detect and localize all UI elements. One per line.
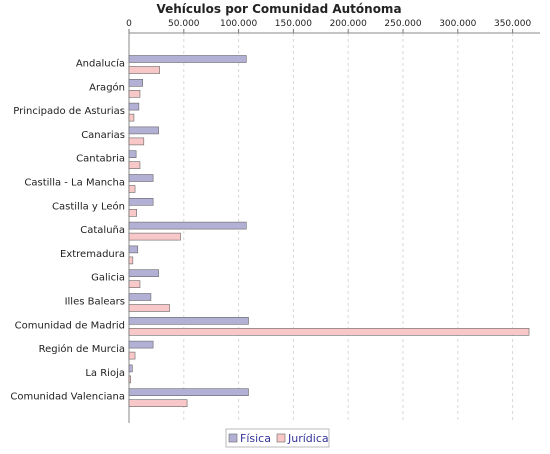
x-tick-label: 300.000 — [439, 19, 476, 29]
x-tick-label: 0 — [126, 19, 132, 29]
bar-fisica — [128, 293, 152, 301]
category-label: La Rioja — [85, 368, 125, 379]
category-label: Cantabria — [76, 154, 125, 165]
bar-juridica — [128, 90, 141, 98]
bar-fisica — [128, 245, 139, 254]
category-label: Cataluña — [80, 225, 125, 236]
bar-juridica — [128, 256, 134, 265]
x-tick-label: 150.000 — [275, 19, 312, 29]
legend-swatch — [276, 433, 286, 443]
bar-fisica — [128, 174, 154, 182]
x-axis: 0 50.000 100.000 150.000 200.000 250.000 300.0… — [126, 19, 540, 423]
category-label: Castilla - La Mancha — [24, 178, 125, 189]
category-label: Illes Balears — [65, 297, 125, 308]
category-labels: Andalucía Aragón Principado de Asturias Can… — [10, 58, 125, 403]
bar-fisica — [128, 198, 154, 206]
category-label: Comunidad Valenciana — [10, 392, 125, 403]
category-label: Castilla y León — [52, 200, 125, 212]
bar-juridica — [128, 232, 181, 241]
bar-juridica — [128, 399, 188, 408]
category-label: Extremadura — [60, 249, 125, 260]
bar-juridica — [128, 304, 170, 312]
chart-title: Vehículos por Comunidad Autónoma — [156, 2, 401, 16]
bar-juridica — [128, 209, 137, 217]
bar-juridica — [128, 185, 136, 193]
bar-juridica — [128, 137, 145, 146]
bar-juridica — [128, 161, 141, 169]
x-tick-label: 50.000 — [168, 19, 200, 29]
bars — [128, 55, 530, 408]
bar-fisica — [128, 79, 143, 87]
category-label: Comunidad de Madrid — [15, 320, 125, 331]
bar-juridica — [128, 113, 135, 122]
bar-juridica — [128, 351, 136, 360]
bar-fisica — [128, 269, 159, 278]
category-label: Principado de Asturias — [13, 106, 125, 117]
x-tick-label: 200.000 — [330, 19, 367, 29]
bar-fisica — [128, 102, 140, 111]
bar-juridica — [128, 66, 160, 74]
category-label: Aragón — [89, 81, 125, 93]
bar-juridica — [128, 280, 141, 289]
legend-label: Física — [240, 432, 271, 445]
bar-fisica — [128, 221, 247, 230]
bar-fisica — [128, 150, 137, 158]
bar-juridica — [128, 327, 530, 336]
x-tick-label: 100.000 — [220, 19, 257, 29]
legend: Física Jurídica — [225, 428, 330, 448]
category-label: Galicia — [91, 273, 125, 284]
bar-fisica — [128, 316, 249, 325]
legend-swatch — [228, 433, 238, 443]
bar-fisica — [128, 55, 247, 63]
category-label: Canarias — [81, 130, 125, 141]
bar-juridica — [128, 375, 131, 384]
bar-fisica — [128, 126, 159, 135]
bar-fisica — [128, 388, 249, 397]
category-label: Andalucía — [76, 58, 125, 70]
legend-label: Jurídica — [287, 432, 329, 445]
bar-fisica — [128, 340, 154, 349]
x-tick-label: 250.000 — [384, 19, 421, 29]
bar-fisica — [128, 364, 133, 373]
category-label: Región de Murcia — [39, 343, 125, 355]
x-tick-label: 350.000 — [494, 19, 531, 29]
